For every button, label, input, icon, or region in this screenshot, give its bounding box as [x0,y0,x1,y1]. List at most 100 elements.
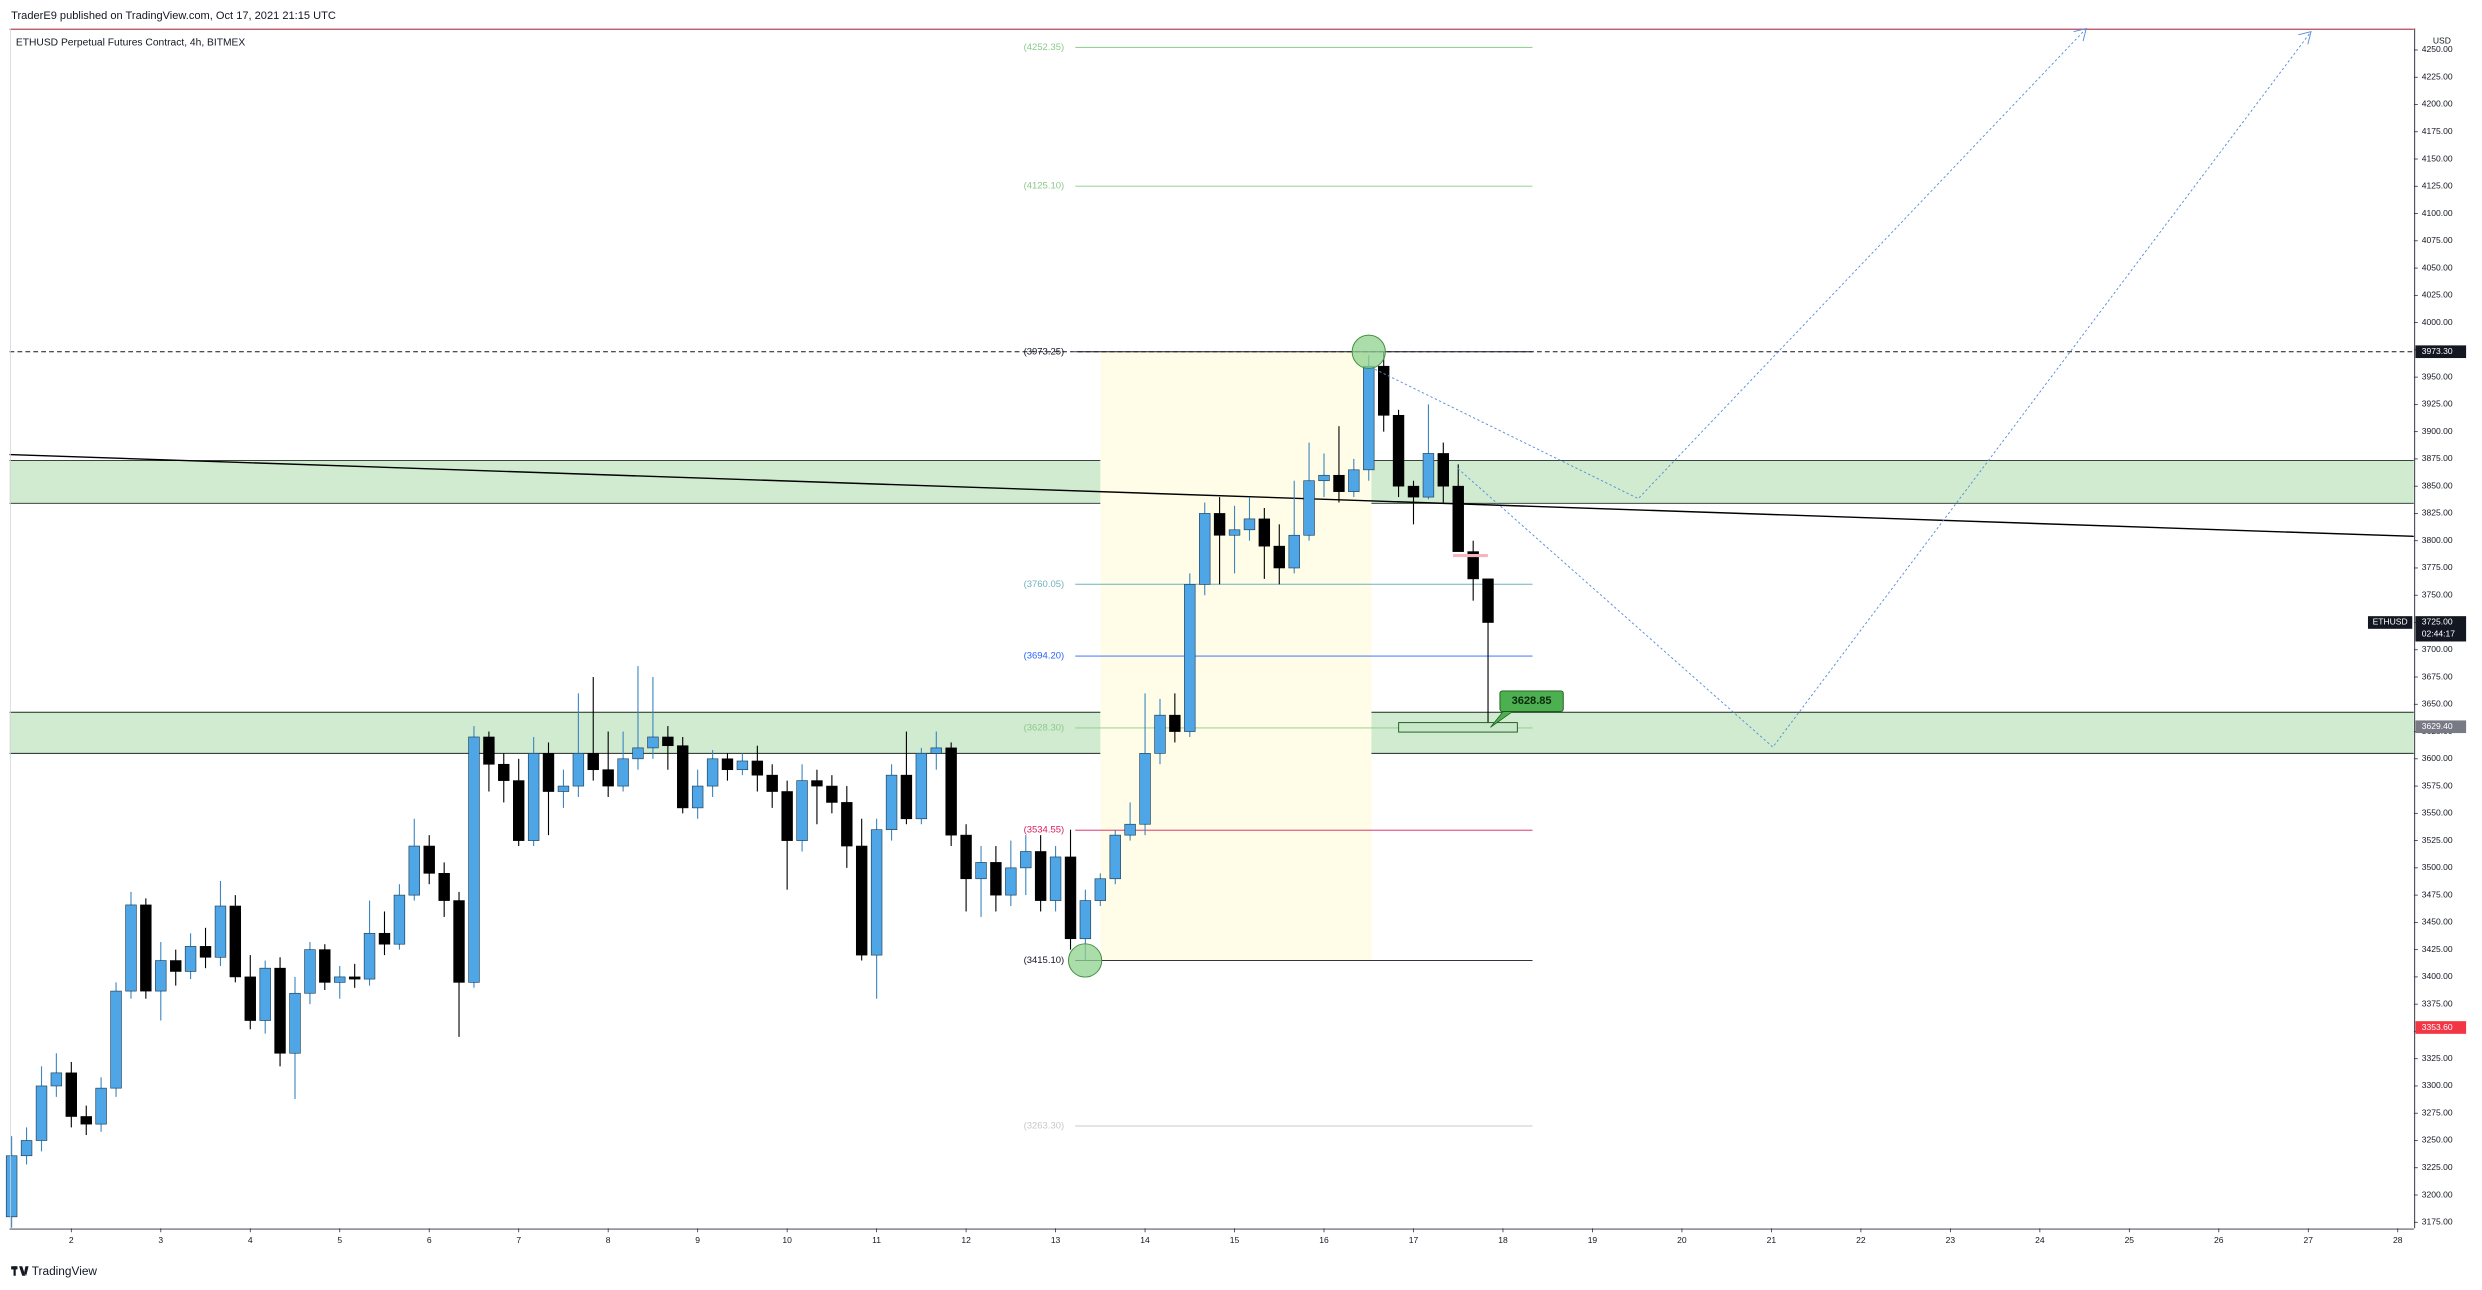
candle-body [1288,534,1300,569]
footer-logo [11,1266,29,1276]
y-tick-label: 3900.00 [2422,426,2453,436]
level-label: (4252.35) [1024,42,1065,53]
price-label: 3629.40 [2422,721,2453,731]
y-tick-label: 3950.00 [2422,371,2453,381]
price-label: 3725.00 [2422,617,2453,627]
y-tick-label: 3200.00 [2422,1189,2453,1199]
y-tick-label: 4225.00 [2422,71,2453,81]
candle-body [348,976,361,980]
candle-body [1243,518,1256,531]
y-tick-label: 3700.00 [2422,644,2453,654]
x-tick-label: 9 [695,1235,700,1245]
candle-body [50,1072,63,1087]
x-tick-label: 19 [1588,1235,1598,1245]
candle-body [1437,453,1449,487]
y-tick-label: 4175.00 [2422,126,2453,136]
candle-body [751,760,764,776]
candle-body [468,736,480,983]
candle-body [65,1072,78,1117]
candle-body [781,791,793,841]
y-tick-label: 3525.00 [2422,835,2453,845]
candle-body [199,946,212,958]
candle-body [587,753,599,771]
level-label: (3415.10) [1024,955,1065,966]
candle-body [1139,753,1151,825]
x-tick-label: 18 [1498,1235,1508,1245]
candle-body [855,845,868,956]
candle-body [930,747,942,754]
y-tick-label: 3650.00 [2422,699,2453,709]
logo-part [13,1266,16,1276]
x-tick-label: 16 [1319,1235,1329,1245]
candle-body [125,904,137,992]
candle-body [483,736,495,765]
y-tick-label: 4250.00 [2422,44,2453,54]
candle-body [1109,834,1121,880]
candle-body [229,905,242,978]
candle-body [1034,851,1047,901]
candle-body [826,785,838,803]
x-tick-label: 23 [1946,1235,1956,1245]
y-tick-label: 3475.00 [2422,889,2453,899]
x-tick-label: 26 [2214,1235,2224,1245]
candle-body [1228,529,1241,536]
candle-body [378,932,391,945]
x-tick-label: 8 [606,1235,611,1245]
candle-body [334,976,346,983]
projection-path [1457,31,2312,748]
candle-body [572,753,585,787]
candle-body [1094,878,1107,901]
candle-body [1318,474,1330,482]
y-tick-label: 3375.00 [2422,998,2453,1008]
candle-body [900,774,913,820]
y-tick-label: 3925.00 [2422,399,2453,409]
y-tick-label: 3825.00 [2422,508,2453,518]
x-tick-label: 17 [1409,1235,1419,1245]
candle-body [184,946,197,972]
candle-body [796,780,808,841]
candle-body [736,760,749,771]
y-tick-label: 3850.00 [2422,480,2453,490]
x-tick-label: 22 [1856,1235,1866,1245]
candle-body [557,785,570,792]
candle-body [1467,551,1479,580]
candle-body [363,932,376,980]
level-label: (3973.25) [1024,346,1065,357]
candle-body [870,829,883,956]
candle-body [632,747,644,760]
annotation-box [1499,690,1564,712]
x-tick-label: 6 [427,1235,432,1245]
candle-body [80,1116,92,1125]
price-label: 3353.60 [2422,1022,2453,1032]
arrow-head [2298,31,2312,45]
y-tick-label: 4050.00 [2422,262,2453,272]
price-label-box [2415,345,2467,359]
candle-body [1199,513,1211,585]
candle-body [841,802,853,847]
y-tick-label: 4025.00 [2422,290,2453,300]
candle-body [140,904,152,992]
y-tick-label: 4100.00 [2422,208,2453,218]
candle-body [1124,823,1136,836]
candle-body [1452,485,1464,552]
candle-body [214,905,227,958]
x-tick-label: 13 [1051,1235,1061,1245]
y-tick-label: 3325.00 [2422,1053,2453,1063]
x-tick-label: 7 [516,1235,521,1245]
x-tick-label: 21 [1767,1235,1777,1245]
y-tick-label: 4200.00 [2422,99,2453,109]
y-tick-label: 3675.00 [2422,671,2453,681]
pivot-marker [1351,334,1386,369]
y-tick-label: 3800.00 [2422,535,2453,545]
candle-body [1213,513,1226,536]
symbol: ETHUSD Perpetual Futures Contract, 4h, B… [16,37,246,48]
candle-body [95,1087,107,1125]
candle-body [1407,485,1420,498]
candle-body [289,992,301,1054]
candle-body [155,960,167,992]
candle-body [438,872,450,901]
candle-body [975,862,987,880]
candle-body [1378,365,1390,416]
level-label: (4125.10) [1024,181,1065,192]
